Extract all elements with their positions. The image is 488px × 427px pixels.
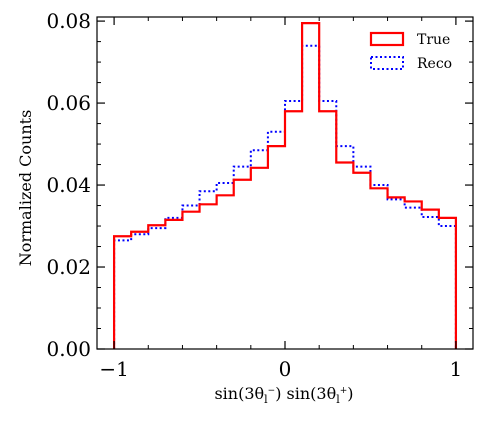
x-axis-label-part: sin(3θ — [214, 384, 264, 403]
x-axis-label-part: ) — [347, 384, 353, 403]
legend: True Reco — [369, 31, 452, 72]
legend-swatch-true — [369, 31, 405, 47]
x-tick-label: 1 — [450, 357, 463, 381]
x-axis-label-subscript: l — [336, 393, 340, 406]
x-tick-label: −1 — [99, 357, 128, 381]
x-axis-label-subscript: l — [264, 393, 268, 406]
x-axis-label-superscript: − — [268, 386, 276, 396]
x-tick-label: 0 — [279, 357, 292, 381]
plot-layer — [112, 22, 458, 349]
y-axis-label: Normalized Counts — [16, 110, 35, 267]
legend-label-reco: Reco — [417, 56, 452, 72]
plot-frame — [96, 16, 474, 350]
histogram-series-true — [112, 22, 458, 349]
y-tick-label: 0.02 — [46, 255, 91, 279]
ticks-layer: 0.00 0.02 0.04 0.06 0.08 −1 0 1 — [46, 9, 473, 381]
y-tick-label: 0.00 — [46, 337, 91, 361]
x-axis-label-part: ) sin(3θ — [275, 384, 336, 403]
y-tick-label: 0.08 — [46, 9, 91, 33]
legend-label-true: True — [417, 32, 450, 48]
y-tick-label: 0.06 — [46, 91, 91, 115]
y-tick-label: 0.04 — [46, 173, 91, 197]
x-axis-label: sin(3θl−) sin(3θl+) — [214, 384, 353, 406]
x-axis-label-superscript: + — [340, 386, 348, 396]
legend-swatch-reco — [370, 56, 404, 70]
